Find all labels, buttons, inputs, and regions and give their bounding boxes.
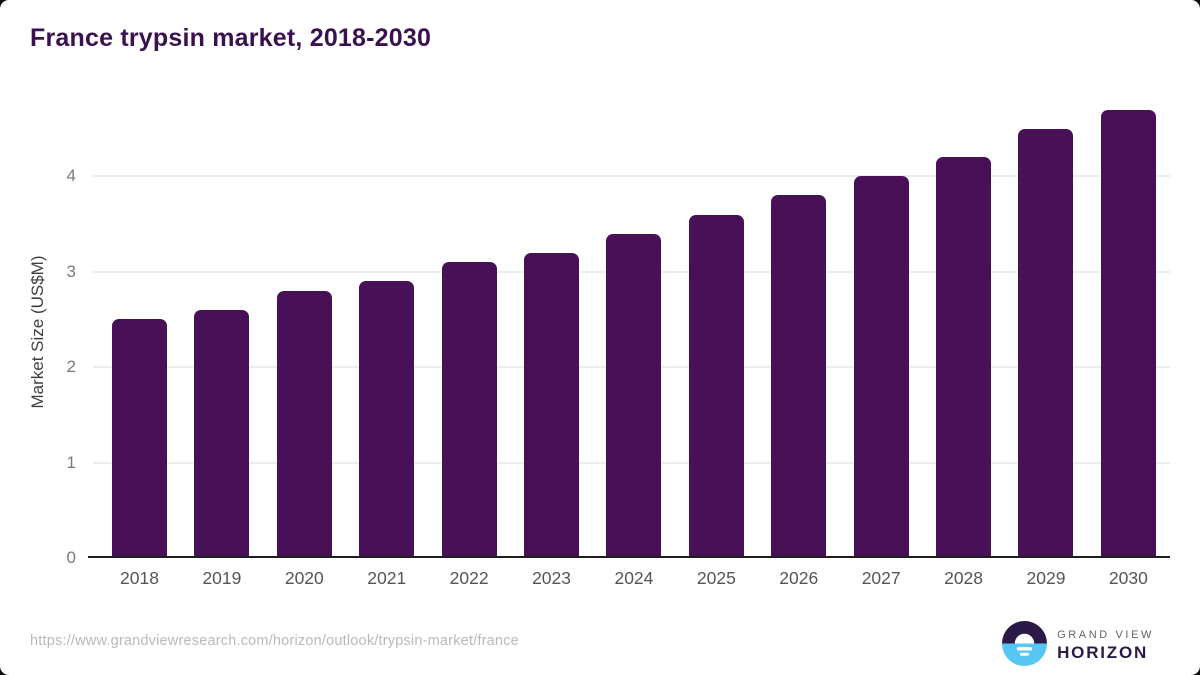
x-axis-label-2029: 2029 bbox=[1026, 568, 1066, 588]
x-axis-label-2020: 2020 bbox=[284, 568, 324, 588]
bar-2030 bbox=[1100, 109, 1156, 558]
bar-series bbox=[98, 100, 1170, 558]
y-tick-label-0: 0 bbox=[66, 548, 76, 567]
y-tick-label-1: 1 bbox=[66, 452, 76, 472]
bar-2023 bbox=[524, 252, 580, 558]
bar-2020 bbox=[276, 290, 332, 558]
bar-2019 bbox=[194, 309, 250, 558]
x-axis-label-2026: 2026 bbox=[779, 568, 819, 588]
x-axis-label-2024: 2024 bbox=[614, 568, 654, 588]
x-axis-label-2022: 2022 bbox=[449, 568, 489, 588]
x-axis-label-2027: 2027 bbox=[861, 568, 901, 588]
y-tick-label-4: 4 bbox=[66, 166, 76, 186]
plot-area: 0 1 2 3 4 bbox=[67, 100, 1170, 567]
horizon-sun-icon bbox=[1002, 621, 1048, 671]
x-axis-labels: 2018 2019 2020 2021 2022 2023 2024 2025 2026 2027… bbox=[98, 568, 1170, 589]
logo-wordmark: GRAND VIEW HORIZON bbox=[1057, 629, 1154, 663]
bar-2022 bbox=[441, 262, 497, 558]
x-axis-line bbox=[88, 556, 1170, 558]
bar-2024 bbox=[606, 233, 662, 558]
x-axis-label-2021: 2021 bbox=[367, 568, 407, 588]
x-axis-label-2023: 2023 bbox=[532, 568, 571, 588]
x-axis-label-2019: 2019 bbox=[202, 568, 242, 588]
bar-2025 bbox=[688, 214, 744, 558]
x-axis-label-2028: 2028 bbox=[944, 568, 984, 588]
x-axis-label-2025: 2025 bbox=[696, 568, 736, 588]
y-axis-title: Market Size (US$M) bbox=[28, 255, 47, 409]
y-tick-label-2: 2 bbox=[66, 357, 76, 377]
bar-2028 bbox=[936, 157, 992, 558]
source-url: https://www.grandviewresearch.com/horizo… bbox=[30, 633, 519, 649]
bar-2021 bbox=[359, 281, 415, 558]
chart-title: France trypsin market, 2018-2030 bbox=[30, 24, 432, 52]
y-tick-label-3: 3 bbox=[66, 261, 76, 281]
x-axis-label-2018: 2018 bbox=[120, 568, 159, 588]
gridline-4 bbox=[93, 175, 1170, 178]
bar-2026 bbox=[771, 195, 827, 558]
brand-logo: GRAND VIEW HORIZON bbox=[1002, 621, 1154, 671]
logo-text-horizon: HORIZON bbox=[1057, 643, 1149, 662]
logo-text-grand-view: GRAND VIEW bbox=[1057, 629, 1154, 641]
x-axis-label-2030: 2030 bbox=[1108, 568, 1148, 588]
bar-2029 bbox=[1018, 128, 1074, 558]
bar-2027 bbox=[853, 176, 909, 558]
bar-2018 bbox=[112, 319, 167, 558]
